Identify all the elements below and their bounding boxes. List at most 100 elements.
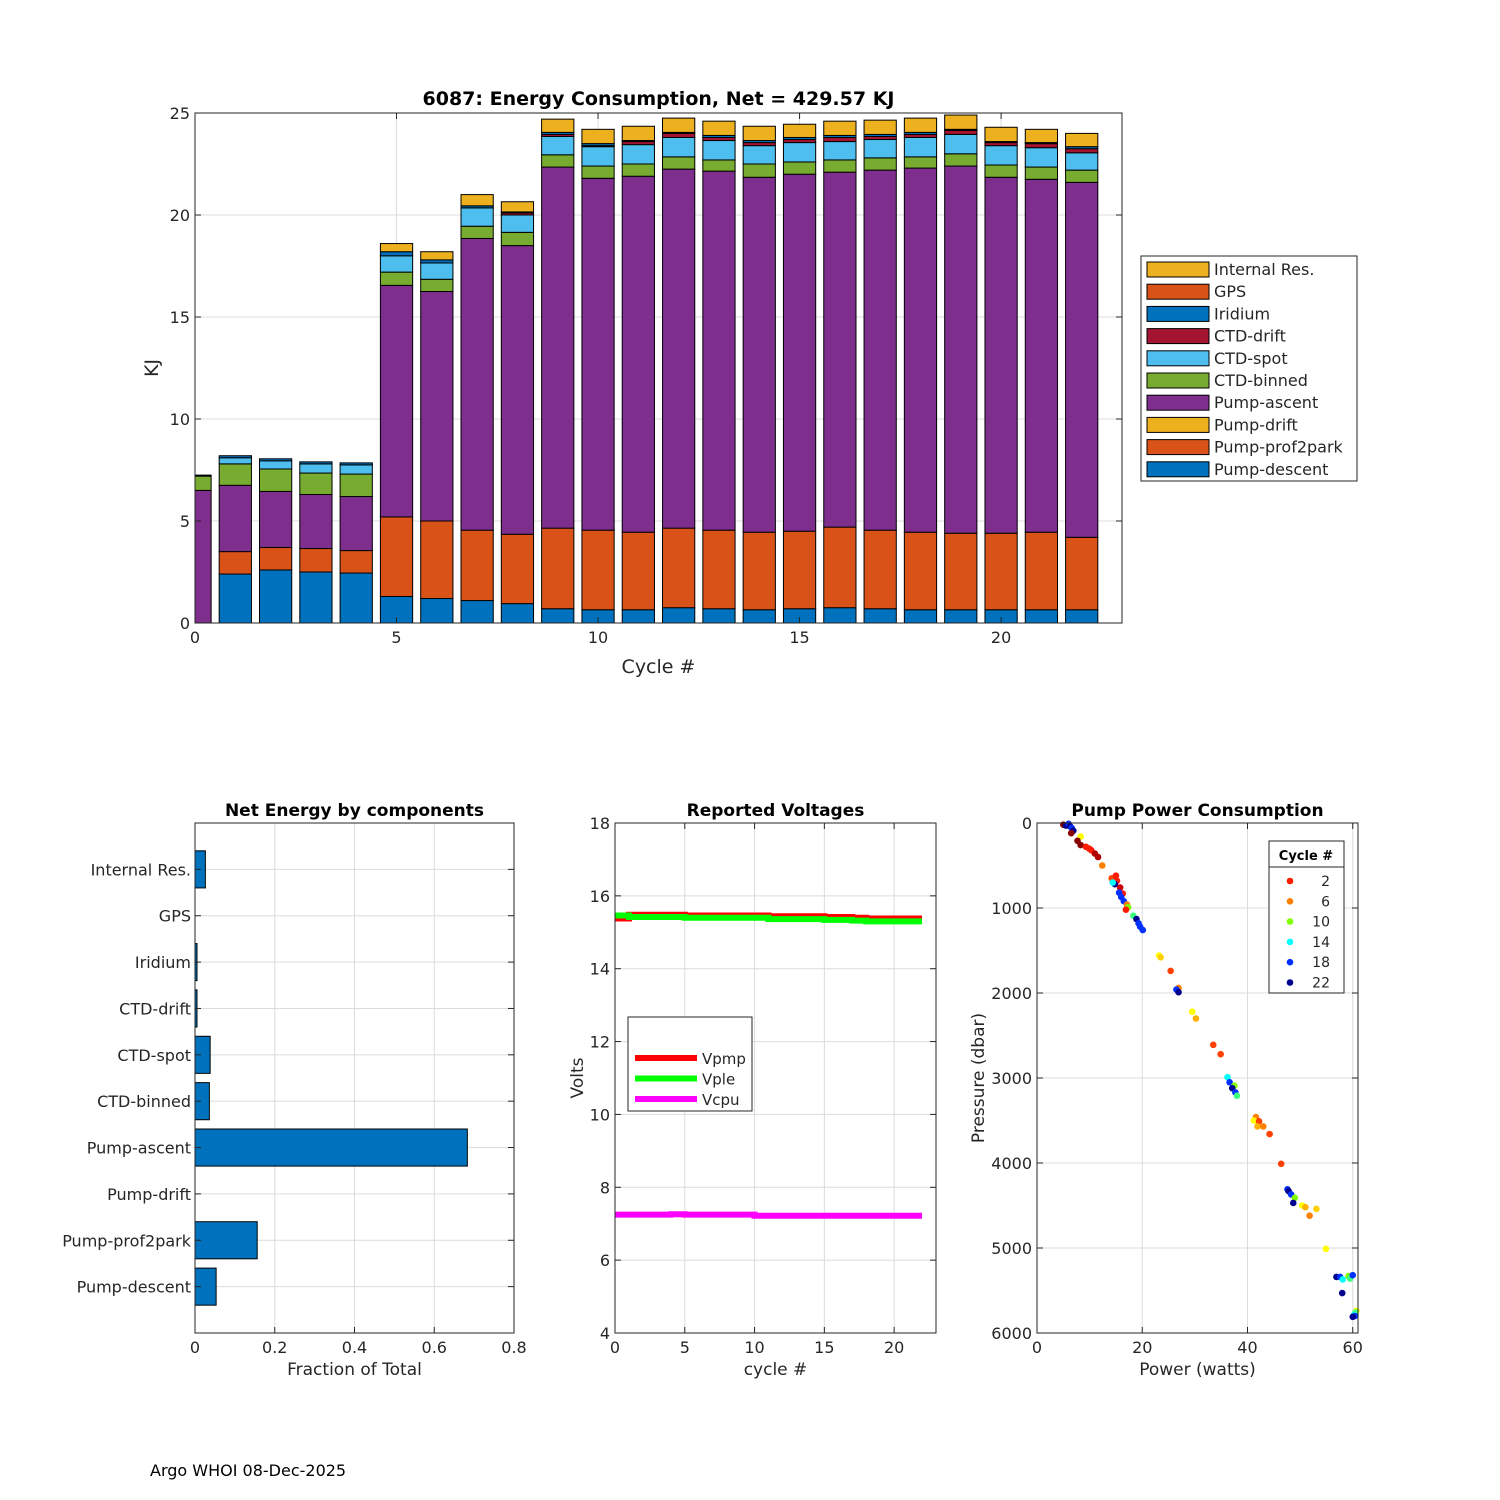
bar-segment-internal-res- <box>379 243 414 253</box>
chart-title: Reported Voltages <box>687 801 865 821</box>
scatter-point <box>1175 988 1182 996</box>
line-vple <box>615 912 923 925</box>
legend-label: 14 <box>1312 935 1330 951</box>
x-axis-label: cycle # <box>744 1360 808 1380</box>
x-axis-label: Cycle # <box>622 656 696 678</box>
components-chart: 0 0.2 0.4 0.6 0.8 Internal Res. GPS Iridium CTD-… <box>62 801 527 1380</box>
scatter-point <box>1217 1050 1224 1058</box>
y-tick-label: 0 <box>180 614 190 633</box>
bar-segment-ctd-spot <box>662 136 696 158</box>
bar-segment-iridium <box>258 458 293 462</box>
scatter-point <box>1112 872 1120 879</box>
bar-segment-pump-ascent <box>379 284 414 518</box>
bar-segment-ctd-spot <box>1024 147 1059 168</box>
bar-segment-pump-descent <box>1024 609 1059 624</box>
y-tick-label: 5000 <box>991 1239 1032 1258</box>
bar-segment-pump-descent <box>460 600 494 624</box>
y-category-label: Internal Res. <box>91 860 191 879</box>
scatter-point <box>1289 1199 1297 1207</box>
scatter-point <box>1122 906 1130 913</box>
bar-segment-pump-prof2park <box>218 551 252 575</box>
axes-box <box>194 112 1123 624</box>
bar-segment-pump-prof2park <box>863 529 897 610</box>
legend-label: Pump-ascent <box>1214 393 1318 412</box>
x-tick-label: 20 <box>1132 1338 1152 1357</box>
bar-segment-pump-descent <box>823 607 857 624</box>
bar-segment-ctd-spot <box>621 144 655 165</box>
bar-segment-pump-prof2park <box>742 531 776 611</box>
legend-label: Vpmp <box>702 1050 746 1068</box>
bar-segment-pump-prof2park <box>299 548 333 573</box>
scatter-point <box>1277 1160 1285 1168</box>
bar-segment-ctd-drift <box>823 136 857 143</box>
bar-segment-pump-prof2park <box>500 533 535 605</box>
x-tick-label: 15 <box>814 1338 834 1357</box>
bar-segment-ctd-binned <box>742 163 776 178</box>
legend-swatch <box>1146 439 1210 456</box>
scatter-point <box>1116 884 1124 891</box>
bar-segment-pump-ascent <box>339 496 373 552</box>
bar-segment-ctd-binned <box>702 159 736 172</box>
legend-swatch <box>1146 416 1210 433</box>
scatter-point <box>1250 1117 1258 1124</box>
y-category-label: CTD-drift <box>119 999 191 1018</box>
bar-segment-ctd-spot <box>258 460 293 470</box>
bar-segment-internal-res- <box>903 117 938 133</box>
legend-title: Cycle # <box>1279 849 1334 864</box>
bar-segment-ctd-spot <box>581 146 615 167</box>
legend-label: Pump-drift <box>1214 415 1298 434</box>
bar-segment-ctd-drift <box>662 132 696 138</box>
y-tick-label: 10 <box>170 410 190 429</box>
x-tick-label: 5 <box>391 628 401 647</box>
x-tick-label: 0 <box>610 1338 620 1357</box>
scatter-point <box>1209 1041 1217 1049</box>
bar-segment-internal-res- <box>420 251 454 261</box>
scatter-point <box>1157 954 1164 961</box>
bar-segment-pump-ascent <box>662 168 696 529</box>
bar-segment-internal-res- <box>621 125 655 142</box>
bar-segment-pump-descent <box>662 607 696 624</box>
bar-segment-pump-ascent <box>541 166 575 529</box>
bar-segment-ctd-binned <box>944 153 978 167</box>
y-axis-label: Volts <box>568 1057 588 1098</box>
bar-segment-pump-ascent <box>500 245 535 535</box>
legend: Cycle # 2 6 10 14 18 22 <box>1268 840 1345 994</box>
legend-swatch <box>1146 261 1210 278</box>
legend-swatch <box>1146 461 1210 478</box>
bar-segment-iridium <box>299 461 333 465</box>
scatter-point <box>1302 1203 1309 1211</box>
bar-segment-ctd-binned <box>662 156 696 170</box>
bar-segment-internal-res- <box>984 126 1018 143</box>
y-tick-label: 14 <box>590 960 610 979</box>
line-vcpu <box>615 1211 923 1219</box>
scatter-point <box>1188 1008 1196 1015</box>
bar-segment-pump-ascent <box>621 175 655 533</box>
scatter-point <box>1349 1313 1357 1321</box>
y-tick-label: 3000 <box>991 1069 1032 1088</box>
bar-segment-pump-ascent <box>581 177 615 531</box>
y-tick-label: 20 <box>170 206 190 225</box>
bar-segment-pump-descent <box>742 609 776 624</box>
legend-marker <box>1286 958 1294 966</box>
bar-segment-ctd-binned <box>581 165 615 179</box>
legend-swatch <box>1146 394 1210 411</box>
legend-swatch <box>1146 283 1210 300</box>
bar-segment-ctd-binned <box>1024 166 1059 180</box>
scatter-point <box>1255 1118 1263 1125</box>
bar-segment-ctd-drift <box>944 129 978 135</box>
bar-segment-pump-prof2park <box>581 529 615 611</box>
bar-segment-pump-ascent <box>1024 178 1059 533</box>
bar-segment-ctd-spot <box>299 463 333 474</box>
bar-segment-iridium <box>339 462 373 466</box>
bar-segment-pump-prof2park <box>944 532 978 611</box>
y-tick-label: 2000 <box>991 984 1032 1003</box>
bar-segment-internal-res- <box>863 119 897 135</box>
bar-segment-ctd-binned <box>460 225 494 239</box>
bar-segment-ctd-spot <box>339 464 373 475</box>
y-tick-label: 6 <box>600 1251 610 1270</box>
x-tick-label: 10 <box>588 628 608 647</box>
x-tick-label: 0.8 <box>501 1338 526 1357</box>
bar-segment-ctd-binned <box>823 159 857 173</box>
bar-segment-ctd-spot <box>460 207 494 227</box>
legend-label: 2 <box>1321 874 1330 890</box>
